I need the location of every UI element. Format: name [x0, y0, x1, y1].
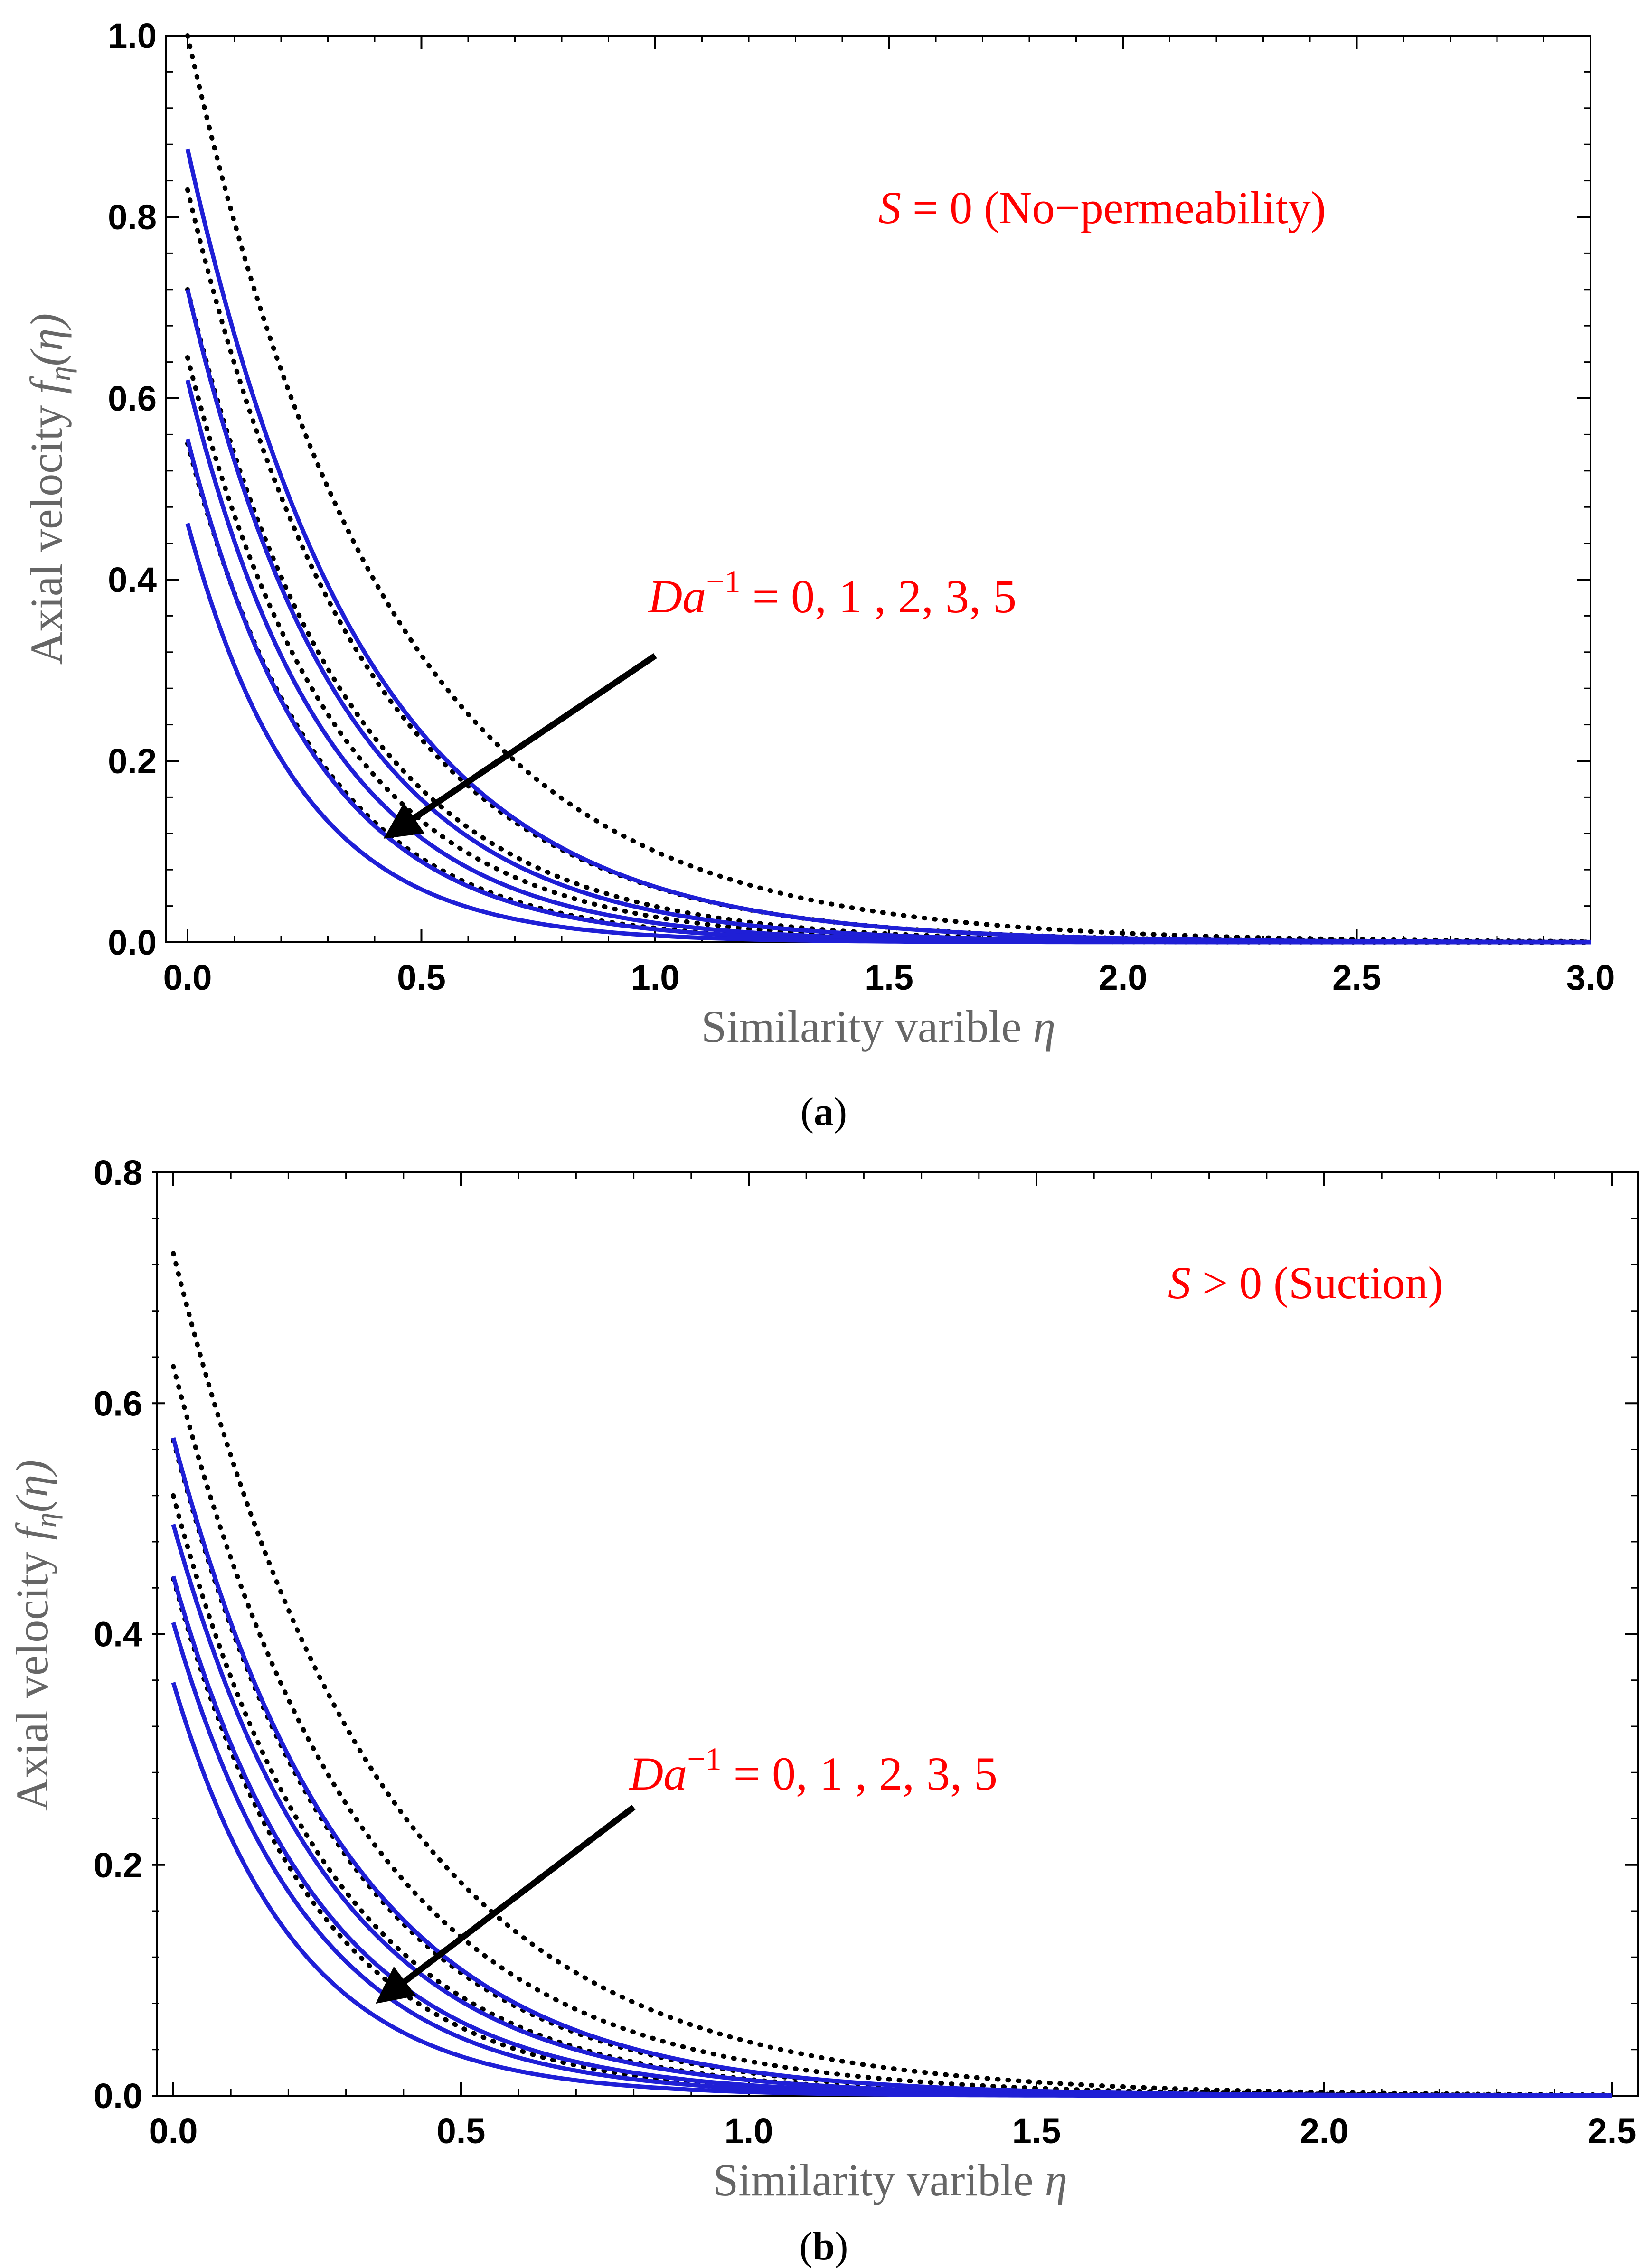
- x-tick-label: 1.0: [725, 2111, 773, 2151]
- x-axis-title-text: Similarity varible: [713, 2155, 1034, 2205]
- plot-frame-b: [156, 1171, 1639, 2097]
- condition-var: S: [878, 182, 901, 233]
- panel-label-b-text: b: [813, 2224, 835, 2268]
- x-tick-label: 1.5: [1012, 2111, 1061, 2151]
- param-sup: −1: [706, 563, 740, 600]
- series-line-solid-9: [185, 523, 1591, 945]
- condition-desc: (No−permeability): [984, 182, 1326, 233]
- param-annotation-a: Da−1 = 0, 1 , 2, 3, 5: [647, 563, 1017, 623]
- param-annotation-b: Da−1 = 0, 1 , 2, 3, 5: [628, 1741, 998, 1800]
- panel-a: 0.0 0.5 1.0 1.5 2.0 2.5 3.0 0.0 0.2 0.4 0.6 0.8 1.0…: [21, 16, 1615, 1134]
- param-sup: −1: [687, 1741, 721, 1777]
- param-var: Da: [628, 1747, 687, 1800]
- x-tick-label: 2.5: [1588, 2111, 1637, 2151]
- direction-arrow-a: [383, 653, 657, 839]
- direction-arrow-b: [375, 1805, 636, 2004]
- y-axis-subscript: η: [43, 366, 77, 381]
- series-line-solid-5: [185, 148, 1591, 944]
- y-axis-title-a: Axial velocity fη(η): [21, 313, 77, 665]
- panel-label-b: (b): [800, 2224, 848, 2268]
- y-tick-label: 0.4: [94, 1615, 142, 1654]
- condition-desc: (Suction): [1273, 1257, 1443, 1308]
- series-line-solid-6: [171, 1524, 1612, 2098]
- series-group-a: [185, 33, 1593, 945]
- condition-annotation-a: S = 0 (No−permeability): [878, 182, 1326, 233]
- condition-rest: = 0: [901, 182, 972, 233]
- x-tick-label: 3.0: [1566, 958, 1615, 997]
- y-tick-label: 0.2: [108, 741, 157, 781]
- series-line-solid-8: [185, 438, 1591, 945]
- y-tick-label: 0.6: [94, 1384, 142, 1423]
- x-tick-label: 2.0: [1099, 958, 1148, 997]
- x-tick-labels-b: 0.0 0.5 1.0 1.5 2.0 2.5: [149, 2111, 1637, 2151]
- y-tick-label: 1.0: [108, 16, 157, 56]
- y-tick-label: 0.8: [94, 1153, 142, 1192]
- y-tick-label: 0.0: [94, 2076, 142, 2116]
- series-line-dotted-1: [171, 1364, 1614, 2098]
- y-tick-label: 0.0: [108, 923, 157, 962]
- series-group-b: [171, 1251, 1614, 2098]
- series-line-dotted-0: [171, 1251, 1614, 2098]
- panel-label-a-text: a: [814, 1090, 834, 1134]
- y-axis-arg: (η): [21, 313, 72, 366]
- series-line-dotted-0: [185, 33, 1593, 944]
- y-tick-labels-b: 0.0 0.2 0.4 0.6 0.8: [94, 1153, 142, 2116]
- x-tick-labels-a: 0.0 0.5 1.0 1.5 2.0 2.5 3.0: [163, 958, 1615, 997]
- x-tick-label: 0.5: [437, 2111, 486, 2151]
- tick-marks-a: [166, 35, 1591, 943]
- x-axis-title-text: Similarity varible: [701, 1001, 1022, 1052]
- y-axis-title-text: Axial velocity: [21, 405, 72, 665]
- plot-frame-a: [165, 35, 1591, 943]
- param-rest: = 0, 1 , 2, 3, 5: [722, 1747, 998, 1800]
- y-tick-label: 0.2: [94, 1846, 142, 1885]
- x-tick-label: 1.5: [865, 958, 913, 997]
- x-tick-label: 2.5: [1332, 958, 1381, 997]
- series-line-solid-7: [185, 379, 1591, 945]
- y-axis-title-text: Axial velocity: [7, 1552, 57, 1811]
- condition-rest: > 0: [1191, 1257, 1262, 1308]
- panel-label-a: (a): [800, 1090, 847, 1134]
- series-line-dotted-4: [171, 1576, 1614, 2098]
- x-tick-label: 1.0: [631, 958, 680, 997]
- param-rest: = 0, 1 , 2, 3, 5: [741, 570, 1017, 623]
- x-tick-label: 2.0: [1300, 2111, 1349, 2151]
- x-tick-label: 0.5: [397, 958, 446, 997]
- series-line-dotted-2: [171, 1438, 1614, 2098]
- y-tick-labels-a: 0.0 0.2 0.4 0.6 0.8 1.0: [108, 16, 157, 962]
- x-axis-title-a: Similarity varible η: [701, 1001, 1055, 1052]
- y-axis-title-b: Axial velocity fη(η): [7, 1460, 63, 1811]
- x-tick-label: 0.0: [149, 2111, 198, 2151]
- series-line-dotted-3: [185, 355, 1593, 945]
- x-axis-title-b: Similarity varible η: [713, 2155, 1067, 2205]
- x-axis-symbol: η: [1033, 1001, 1055, 1052]
- series-line-solid-9: [171, 1682, 1612, 2098]
- series-line-dotted-4: [185, 441, 1593, 945]
- y-tick-label: 0.6: [108, 379, 157, 418]
- panel-b: 0.0 0.5 1.0 1.5 2.0 2.5 0.0 0.2 0.4 0.6 0.8 Simil…: [7, 1153, 1639, 2268]
- y-tick-label: 0.8: [108, 197, 157, 237]
- param-var: Da: [647, 570, 706, 623]
- series-line-solid-7: [171, 1575, 1612, 2098]
- y-tick-label: 0.4: [108, 560, 157, 600]
- condition-var: S: [1168, 1257, 1191, 1308]
- y-axis-arg: (η): [7, 1460, 57, 1513]
- condition-annotation-b: S > 0 (Suction): [1168, 1257, 1443, 1308]
- x-tick-label: 0.0: [163, 958, 212, 997]
- tick-marks-b: [152, 1171, 1638, 2097]
- y-axis-subscript: η: [29, 1512, 63, 1528]
- x-axis-symbol: η: [1045, 2155, 1067, 2205]
